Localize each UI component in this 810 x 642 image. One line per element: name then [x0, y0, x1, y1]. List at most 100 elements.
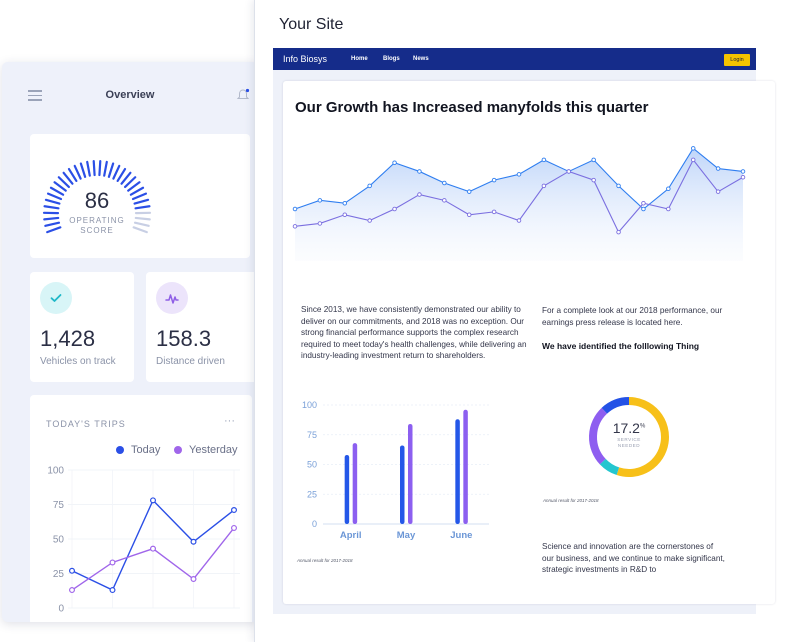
legend-today-label: Today	[131, 444, 161, 456]
gauge-tick	[116, 167, 127, 183]
growth-point	[317, 198, 323, 203]
check-icon-badge	[40, 282, 72, 314]
growth-point	[491, 209, 497, 215]
growth-point	[342, 200, 348, 206]
growth-point	[740, 174, 746, 180]
growth-point	[641, 206, 646, 212]
growth-point	[491, 177, 497, 183]
growth-point	[690, 157, 696, 163]
bar-chart-caption: Annual result for 2017-2018	[297, 558, 353, 563]
trips-y-tick-label: 0	[58, 604, 64, 615]
score-value: 86	[84, 188, 110, 213]
site-title: Your Site	[279, 16, 344, 33]
gauge-tick	[133, 221, 150, 227]
nav-home[interactable]: Home	[351, 56, 368, 62]
bar-y-tick-label: 25	[307, 489, 317, 499]
performance-paragraph: Since 2013, we have consistently demonst…	[301, 305, 527, 360]
trips-y-tick-label: 25	[53, 569, 65, 580]
donut-slice	[599, 458, 620, 476]
more-options-icon[interactable]: ···	[224, 415, 235, 427]
growth-point	[516, 172, 522, 177]
trips-point	[190, 576, 197, 583]
gauge-tick	[112, 164, 121, 180]
gauge-tick	[43, 216, 60, 221]
score-label: OPERATING SCORE	[30, 216, 164, 236]
identified-heading: We have identified the folllowing Thing	[542, 341, 700, 351]
growth-point	[616, 229, 621, 235]
growth-point	[292, 224, 298, 229]
headline: Our Growth has Increased manyfolds this …	[295, 99, 649, 116]
donut-value-unit: %	[639, 423, 646, 430]
growth-point	[317, 221, 323, 226]
trips-point	[109, 559, 116, 566]
donut-label-line2: NEEDED	[617, 443, 641, 448]
growth-point	[591, 177, 596, 183]
growth-point	[566, 169, 572, 174]
legend-yesterday[interactable]: Yesterday	[174, 444, 238, 456]
vehicles-value: 1,428	[40, 326, 96, 351]
gauge-tick	[86, 160, 91, 177]
gauge-tick	[120, 171, 132, 185]
bar	[344, 454, 350, 524]
growth-point	[591, 157, 596, 163]
website-preview: Info Biosys Home Blogs News Login Our Gr…	[273, 48, 775, 614]
growth-point	[516, 218, 522, 223]
score-gauge	[42, 160, 152, 234]
trips-point	[190, 538, 197, 545]
mobile-header: Overview	[2, 62, 258, 114]
trips-point	[231, 524, 238, 531]
bar-y-tick-label: 0	[312, 519, 317, 529]
donut-value-number: 17.2	[612, 420, 640, 436]
growth-point	[417, 169, 422, 174]
mobile-dashboard: Overview 86 OPERATING SCORE 1,428 Vehicl…	[2, 62, 258, 622]
press-release-paragraph: For a complete look at our 2018 performa…	[542, 306, 723, 327]
gauge-tick	[127, 181, 141, 192]
bar-y-tick-label: 75	[307, 430, 317, 440]
donut-label-line1: SERVICE	[617, 437, 641, 442]
gauge-tick	[131, 192, 148, 201]
trips-point	[109, 587, 116, 594]
bar-y-tick-label: 100	[302, 400, 317, 410]
trips-title: TODAY'S TRIPS	[46, 419, 126, 429]
donut-chart-caption: Annual result for 2017-2018	[543, 498, 599, 503]
gauge-tick	[79, 162, 87, 178]
todays-trips-card: TODAY'S TRIPS ··· Today Yesterday 0 25 50 7…	[30, 395, 252, 622]
gauge-tick	[124, 176, 137, 189]
donut-label: SERVICE NEEDED	[599, 437, 659, 449]
trips-line-chart: 0 25 50 75 100	[47, 466, 240, 615]
trips-point	[149, 545, 156, 552]
legend-today[interactable]: Today	[116, 444, 160, 456]
donut-slice	[589, 407, 608, 465]
growth-point	[666, 206, 671, 212]
bell-icon[interactable]	[236, 88, 250, 102]
growth-point	[666, 186, 671, 192]
growth-point	[641, 200, 646, 206]
trips-y-tick-label: 75	[53, 500, 65, 511]
legend-today-swatch	[116, 446, 124, 454]
nav-blogs[interactable]: Blogs	[383, 56, 400, 62]
growth-point	[442, 198, 447, 203]
hamburger-menu-icon[interactable]	[28, 90, 42, 101]
bar	[463, 409, 468, 524]
gauge-tick	[46, 192, 63, 201]
gauge-tick	[107, 162, 115, 178]
bar-x-tick-label: April	[340, 530, 362, 541]
gauge-tick	[44, 221, 61, 227]
distance-label: Distance driven	[156, 356, 225, 367]
page-title: Overview	[105, 89, 155, 101]
growth-point	[417, 192, 422, 197]
login-button[interactable]: Login	[724, 54, 750, 66]
growth-point	[466, 212, 472, 218]
legend-yesterday-label: Yesterday	[189, 444, 238, 456]
growth-point	[367, 183, 372, 189]
nav-news[interactable]: News	[413, 56, 429, 62]
growth-point	[715, 166, 721, 171]
vehicles-label: Vehicles on track	[40, 356, 116, 367]
growth-point	[342, 212, 348, 218]
gauge-tick	[67, 167, 78, 183]
gauge-tick	[46, 226, 62, 234]
gauge-tick	[44, 198, 61, 205]
vehicles-stat-card: 1,428 Vehicles on track	[30, 272, 134, 382]
gauge-tick	[57, 176, 70, 189]
brand-logo[interactable]: Info Biosys	[283, 54, 328, 64]
